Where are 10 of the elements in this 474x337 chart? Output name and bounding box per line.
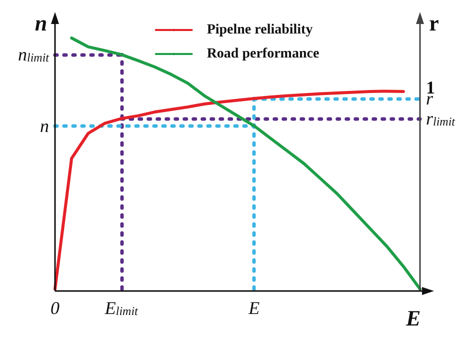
ref-line-label: nlimit [18,44,50,65]
y2-axis-title: r [429,10,440,36]
y-axis-title: n [34,10,48,36]
x-tick-label: E [248,298,260,318]
x-tick-label: 0 [50,298,60,318]
ref-line-label: rlimit [426,108,456,129]
legend-label: Pipelne reliability [206,22,313,38]
ref-line-label: n [40,116,49,136]
legend-label: Road performance [206,46,320,62]
x-tick-label: Elimit [104,298,139,318]
